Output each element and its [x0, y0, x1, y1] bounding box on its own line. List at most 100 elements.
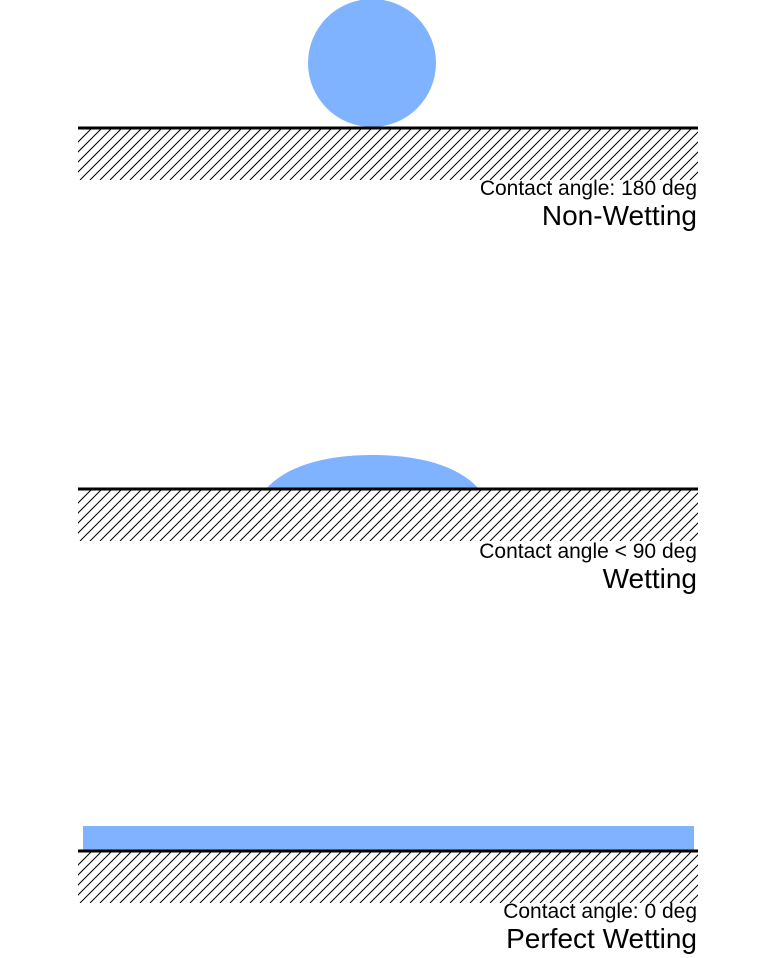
hatch-line	[439, 489, 493, 541]
hatch-line	[479, 851, 533, 903]
hatch-line	[299, 489, 353, 541]
hatch-line	[89, 489, 143, 541]
hatch-line	[589, 489, 643, 541]
hatch-line	[349, 851, 403, 903]
hatch-line	[279, 489, 333, 541]
hatch-line	[129, 128, 183, 180]
hatch-line	[109, 128, 163, 180]
hatch-line	[249, 128, 303, 180]
hatch-line	[119, 851, 173, 903]
hatch-line	[679, 161, 698, 180]
hatch-line	[78, 489, 123, 534]
hatch-line	[459, 128, 513, 180]
hatch-line	[78, 128, 123, 173]
substrate-hatching	[78, 851, 776, 903]
hatch-line	[419, 851, 473, 903]
wetting-caption: Contact angle < 90 deg Wetting	[479, 540, 697, 594]
hatch-line	[469, 489, 523, 541]
hatch-line	[479, 128, 533, 180]
hatch-line	[439, 851, 493, 903]
hatch-line	[309, 851, 363, 903]
hatch-line	[629, 489, 683, 541]
hatch-line	[359, 851, 413, 903]
hatch-line	[249, 489, 303, 541]
contact-angle-label: Contact angle: 0 deg	[503, 900, 697, 923]
hatch-line	[339, 489, 393, 541]
hatch-line	[609, 851, 663, 903]
hatch-line	[179, 128, 233, 180]
hatch-line	[649, 131, 698, 180]
hatch-line	[339, 851, 393, 903]
hatch-line	[249, 851, 303, 903]
hatch-line	[429, 128, 483, 180]
hatch-line	[399, 851, 453, 903]
hatch-line	[119, 128, 173, 180]
hatch-line	[339, 128, 393, 180]
hatch-line	[309, 489, 363, 541]
hatch-line	[369, 851, 423, 903]
hatch-line	[219, 489, 273, 541]
hatch-line	[579, 489, 633, 541]
hatch-line	[409, 128, 463, 180]
hatch-line	[219, 851, 273, 903]
hatch-line	[569, 851, 623, 903]
hatch-line	[649, 492, 698, 541]
hatch-line	[259, 851, 313, 903]
hatch-line	[599, 851, 653, 903]
hatch-line	[99, 489, 153, 541]
hatch-line	[239, 489, 293, 541]
hatch-line	[639, 128, 693, 180]
hatch-line	[619, 489, 673, 541]
hatch-line	[78, 851, 103, 876]
hatch-line	[78, 851, 123, 896]
hatch-line	[379, 489, 433, 541]
hatch-line	[519, 489, 573, 541]
hatch-line	[239, 128, 293, 180]
panel-wetting: Contact angle < 90 deg Wetting	[78, 455, 698, 594]
hatch-line	[269, 128, 323, 180]
hatch-line	[439, 128, 493, 180]
hatch-line	[359, 128, 413, 180]
hatch-line	[349, 128, 403, 180]
hatch-line	[629, 128, 683, 180]
hatch-line	[78, 128, 93, 143]
wetting-state-label: Wetting	[602, 563, 697, 594]
wetting-state-label: Perfect Wetting	[506, 923, 697, 954]
hatch-line	[549, 489, 603, 541]
hatch-line	[89, 851, 143, 903]
hatch-line	[760, 851, 776, 903]
hatch-line	[78, 489, 113, 524]
contact-angle-label: Contact angle: 180 deg	[479, 177, 697, 200]
hatch-line	[299, 851, 353, 903]
hatch-line	[78, 489, 93, 504]
hatch-line	[279, 851, 333, 903]
hatch-line	[529, 851, 583, 903]
hatch-line	[219, 128, 273, 180]
hatch-line	[689, 894, 698, 903]
hatch-line	[159, 851, 213, 903]
hatch-line	[109, 489, 163, 541]
hatch-line	[209, 489, 263, 541]
hatch-line	[319, 851, 373, 903]
hatch-line	[409, 851, 463, 903]
wetting-figure	[78, 455, 698, 541]
hatch-line	[159, 489, 213, 541]
hatch-line	[369, 128, 423, 180]
hatch-line	[579, 128, 633, 180]
hatch-line	[229, 851, 283, 903]
contact-angle-label: Contact angle < 90 deg	[479, 540, 697, 563]
hatch-line	[169, 851, 223, 903]
hatch-line	[559, 489, 613, 541]
hatch-line	[269, 851, 323, 903]
hatch-line	[319, 489, 373, 541]
perfect-wetting-caption: Contact angle: 0 deg Perfect Wetting	[503, 900, 697, 954]
substrate-hatching	[78, 128, 698, 180]
hatch-line	[289, 128, 343, 180]
hatch-line	[299, 128, 353, 180]
hatch-line	[399, 128, 453, 180]
hatch-line	[669, 874, 698, 903]
hatch-line	[619, 851, 673, 903]
hatch-line	[199, 128, 253, 180]
